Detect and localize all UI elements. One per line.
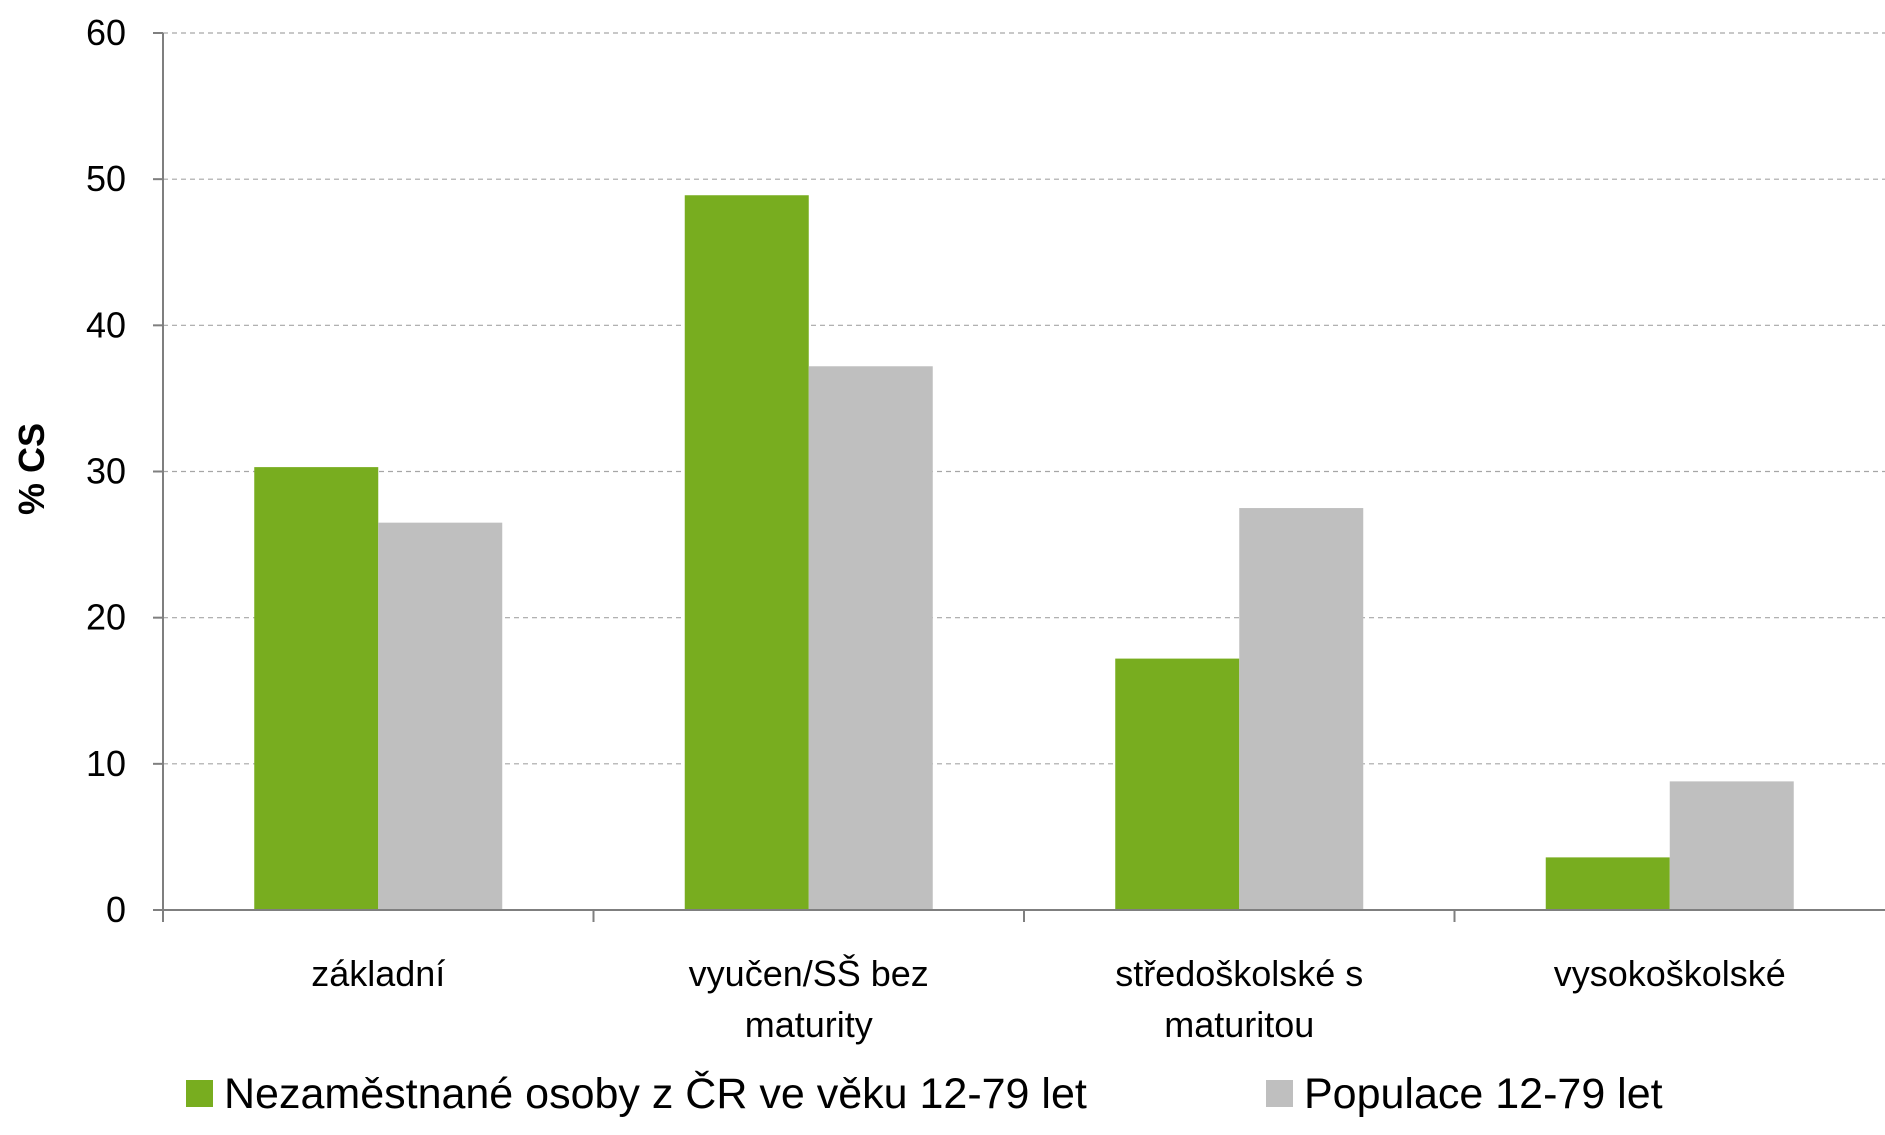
legend-label: Populace 12-79 let (1304, 1070, 1663, 1118)
gridlines (163, 32, 1885, 765)
legend-swatch (1266, 1080, 1293, 1107)
y-axis-title: % CS (11, 423, 52, 515)
x-category-label: vysokoškolské (1554, 953, 1786, 994)
y-tick-label: 50 (86, 158, 126, 199)
bar-population (378, 522, 503, 910)
y-tick-labels: 0 10 20 30 40 50 60 (86, 12, 126, 930)
y-tick-label: 20 (86, 597, 126, 638)
y-tick-label: 40 (86, 304, 126, 345)
bar-population (1669, 781, 1794, 910)
bars (254, 195, 1794, 910)
y-tick-label: 60 (86, 12, 126, 53)
x-category-label: středoškolské s maturitou (1115, 953, 1363, 1045)
x-category-label: vyučen/SŠ bez maturity (689, 953, 929, 1045)
y-tick-label: 30 (86, 451, 126, 492)
axes (153, 32, 1885, 922)
y-tick-label: 0 (106, 889, 126, 930)
legend-label: Nezaměstnané osoby z ČR ve věku 12-79 le… (224, 1070, 1087, 1118)
y-tick-label: 10 (86, 743, 126, 784)
bar-unemployed (684, 195, 809, 910)
legend-swatch (186, 1080, 213, 1107)
x-category-labels: základní vyučen/SŠ bez maturity středoškols… (311, 953, 1786, 1045)
bar-unemployed (1545, 857, 1670, 910)
bar-unemployed (254, 467, 379, 910)
bar-population (1239, 508, 1364, 910)
legend: Nezaměstnané osoby z ČR ve věku 12-79 le… (186, 1070, 1663, 1118)
bar-unemployed (1115, 658, 1240, 910)
x-category-label: základní (311, 953, 445, 994)
bar-population (808, 366, 933, 910)
